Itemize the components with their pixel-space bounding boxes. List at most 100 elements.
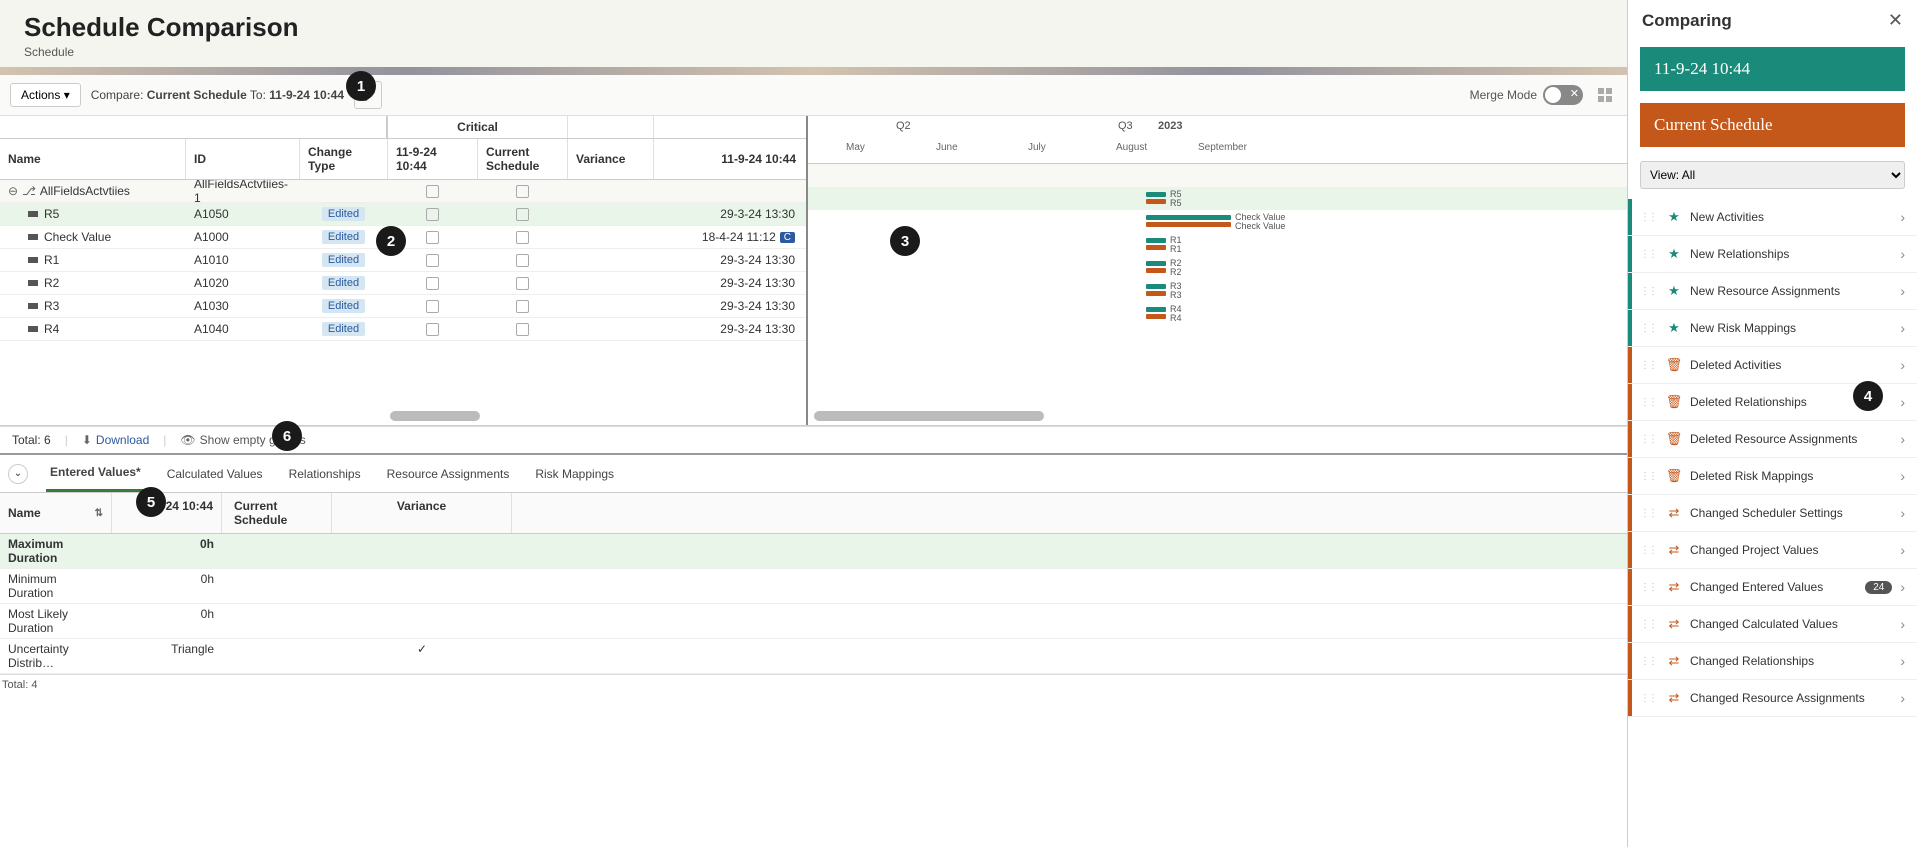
checkbox[interactable] [426, 254, 439, 267]
gantt-bar-current[interactable] [1146, 314, 1166, 319]
drag-handle-icon[interactable]: ⋮⋮ [1640, 545, 1656, 556]
checkbox[interactable] [426, 323, 439, 336]
gantt-bar-baseline[interactable] [1146, 261, 1166, 266]
gantt-bar-current[interactable] [1146, 222, 1231, 227]
activity-row[interactable]: R3 A1030 Edited 29-3-24 13:30 [0, 295, 806, 318]
gantt-bar-baseline[interactable] [1146, 284, 1166, 289]
col-name[interactable]: Name [0, 139, 186, 179]
tab-entered-values[interactable]: Entered Values* [46, 455, 145, 492]
checkbox[interactable] [426, 185, 439, 198]
view-filter-select[interactable]: View: All [1640, 161, 1905, 189]
gantt-bar-baseline[interactable] [1146, 238, 1166, 243]
sidepanel-category[interactable]: ⋮⋮ 🗑 Deleted Resource Assignments › [1628, 421, 1917, 458]
sidepanel-category[interactable]: ⋮⋮ ⇄ Changed Project Values › [1628, 532, 1917, 569]
merge-mode-toggle[interactable] [1543, 85, 1583, 105]
detail-row[interactable]: Maximum Duration 0h [0, 534, 1627, 569]
sidepanel-category[interactable]: ⋮⋮ ⇄ Changed Resource Assignments › [1628, 680, 1917, 717]
drag-handle-icon[interactable]: ⋮⋮ [1640, 471, 1656, 482]
activity-row[interactable]: R5 A1050 Edited 29-3-24 13:30 [0, 203, 806, 226]
gantt-bar-label: Check Value [1235, 221, 1285, 231]
sort-icon[interactable]: ⇅ [95, 508, 103, 519]
drag-handle-icon[interactable]: ⋮⋮ [1640, 508, 1656, 519]
close-sidepanel-icon[interactable]: ✕ [1888, 10, 1903, 31]
detail-col-name[interactable]: Name⇅ [0, 493, 112, 533]
sidepanel-category[interactable]: ⋮⋮ ★ New Activities › [1628, 199, 1917, 236]
group-row[interactable]: ⊖⎇AllFieldsActvtiies AllFieldsActvtiies-… [0, 180, 806, 203]
gantt-hscroll[interactable] [814, 411, 1044, 421]
checkbox[interactable] [516, 277, 529, 290]
sidepanel-category[interactable]: ⋮⋮ ⇄ Changed Scheduler Settings › [1628, 495, 1917, 532]
page-header: Schedule Comparison Schedule [0, 0, 1627, 67]
gantt-bar-current[interactable] [1146, 245, 1166, 250]
col-critical-current[interactable]: Current Schedule [478, 139, 568, 179]
tab-resource-assignments[interactable]: Resource Assignments [383, 457, 514, 491]
drag-handle-icon[interactable]: ⋮⋮ [1640, 397, 1656, 408]
activity-row[interactable]: R1 A1010 Edited 29-3-24 13:30 [0, 249, 806, 272]
drag-handle-icon[interactable]: ⋮⋮ [1640, 434, 1656, 445]
sidepanel-category[interactable]: ⋮⋮ 🗑 Deleted Activities › [1628, 347, 1917, 384]
sidepanel-category[interactable]: ⋮⋮ ★ New Risk Mappings › [1628, 310, 1917, 347]
current-badge: Current Schedule [1640, 103, 1905, 147]
collapse-detail-icon[interactable]: ⌄ [8, 464, 28, 484]
checkbox[interactable] [516, 300, 529, 313]
col-id[interactable]: ID [186, 139, 300, 179]
download-link[interactable]: ⬇Download [82, 433, 149, 447]
checkbox[interactable] [426, 277, 439, 290]
category-count: 24 [1865, 581, 1892, 594]
gantt-bar-current[interactable] [1146, 199, 1166, 204]
col-variance[interactable]: Variance [568, 139, 654, 179]
drag-handle-icon[interactable]: ⋮⋮ [1640, 693, 1656, 704]
detail-col-current[interactable]: Current Schedule [222, 493, 332, 533]
gantt-bar-label: R2 [1170, 267, 1182, 277]
checkbox[interactable] [516, 185, 529, 198]
checkbox[interactable] [516, 323, 529, 336]
grid-hscroll[interactable] [390, 411, 480, 421]
drag-handle-icon[interactable]: ⋮⋮ [1640, 212, 1656, 223]
detail-row[interactable]: Most Likely Duration 0h [0, 604, 1627, 639]
checkbox[interactable] [426, 300, 439, 313]
detail-col-baseline[interactable]: 11-9-24 10:44 [112, 493, 222, 533]
checkbox[interactable] [516, 254, 529, 267]
col-change-type[interactable]: Change Type [300, 139, 388, 179]
layout-grid-icon[interactable] [1593, 83, 1617, 107]
gantt-bar-current[interactable] [1146, 291, 1166, 296]
activity-row[interactable]: R4 A1040 Edited 29-3-24 13:30 [0, 318, 806, 341]
tab-relationships[interactable]: Relationships [285, 457, 365, 491]
sidepanel-category[interactable]: ⋮⋮ ⇄ Changed Relationships › [1628, 643, 1917, 680]
activity-row[interactable]: R2 A1020 Edited 29-3-24 13:30 [0, 272, 806, 295]
tab-calculated-values[interactable]: Calculated Values [163, 457, 267, 491]
drag-handle-icon[interactable]: ⋮⋮ [1640, 582, 1656, 593]
tab-risk-mappings[interactable]: Risk Mappings [531, 457, 618, 491]
detail-row[interactable]: Minimum Duration 0h [0, 569, 1627, 604]
sidepanel-category[interactable]: ⋮⋮ ⇄ Changed Entered Values 24 › [1628, 569, 1917, 606]
sidepanel-category[interactable]: ⋮⋮ 🗑 Deleted Risk Mappings › [1628, 458, 1917, 495]
trash-icon: 🗑 [1666, 357, 1682, 373]
gantt-bar-baseline[interactable] [1146, 215, 1231, 220]
drag-handle-icon[interactable]: ⋮⋮ [1640, 656, 1656, 667]
trash-icon: 🗑 [1666, 431, 1682, 447]
chevron-right-icon: › [1900, 616, 1905, 632]
checkbox[interactable] [516, 208, 529, 221]
drag-handle-icon[interactable]: ⋮⋮ [1640, 619, 1656, 630]
drag-handle-icon[interactable]: ⋮⋮ [1640, 249, 1656, 260]
drag-handle-icon[interactable]: ⋮⋮ [1640, 360, 1656, 371]
drag-handle-icon[interactable]: ⋮⋮ [1640, 286, 1656, 297]
gantt-bar-baseline[interactable] [1146, 192, 1166, 197]
sidepanel-category[interactable]: ⋮⋮ ★ New Resource Assignments › [1628, 273, 1917, 310]
checkbox[interactable] [426, 231, 439, 244]
actions-dropdown[interactable]: Actions ▾ [10, 83, 81, 107]
col-critical-baseline[interactable]: 11-9-24 10:44 [388, 139, 478, 179]
drag-handle-icon[interactable]: ⋮⋮ [1640, 323, 1656, 334]
expand-icon[interactable]: ⊖ [8, 184, 18, 198]
detail-col-variance[interactable]: Variance [332, 493, 512, 533]
col-date[interactable]: 11-9-24 10:44 [654, 139, 804, 179]
gantt-bar-baseline[interactable] [1146, 307, 1166, 312]
checkbox[interactable] [426, 208, 439, 221]
detail-row[interactable]: Uncertainty Distrib… Triangle ✓ [0, 639, 1627, 674]
sidepanel-category[interactable]: ⋮⋮ ⇄ Changed Calculated Values › [1628, 606, 1917, 643]
sidepanel-category[interactable]: ⋮⋮ ★ New Relationships › [1628, 236, 1917, 273]
gantt-bar-current[interactable] [1146, 268, 1166, 273]
checkbox[interactable] [516, 231, 529, 244]
compare-prefix: Compare: [91, 88, 144, 102]
category-label: Changed Resource Assignments [1690, 691, 1892, 705]
